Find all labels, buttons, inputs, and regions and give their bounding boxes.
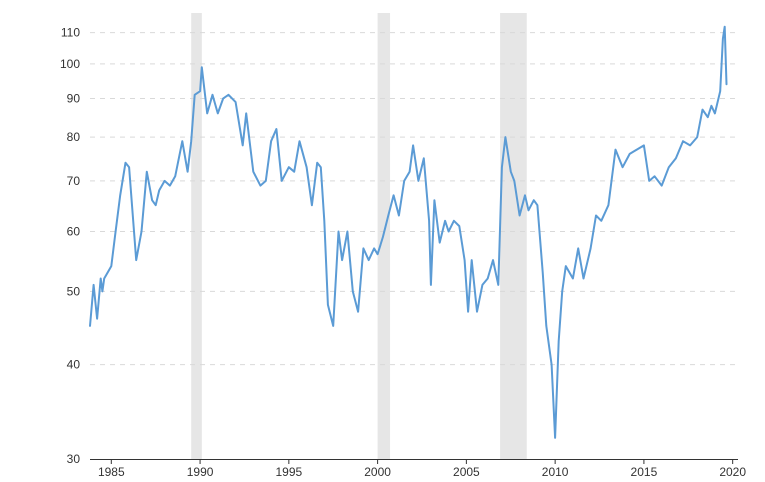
- x-tick-label: 1985: [98, 465, 125, 479]
- y-tick-label: 70: [67, 174, 81, 188]
- x-tick-label: 2005: [453, 465, 480, 479]
- y-tick-label: 50: [67, 284, 81, 298]
- horizontal-gridlines: [90, 32, 738, 366]
- x-tick-label: 2000: [364, 465, 391, 479]
- x-axis: 1985 1990 1995 2000 2005 2010 2015 2020: [90, 459, 746, 479]
- series-line-1: [89, 25, 728, 439]
- y-tick-label: 110: [61, 26, 80, 40]
- series-layer: [89, 25, 728, 439]
- x-tick-label: 2015: [631, 465, 658, 479]
- y-tick-label: 30: [67, 452, 81, 466]
- shaded-band-1: [191, 13, 202, 459]
- x-tick-label: 2020: [719, 465, 746, 479]
- y-tick-label: 100: [60, 57, 80, 71]
- y-tick-label: 40: [67, 358, 81, 372]
- x-tick-label: 1995: [275, 465, 302, 479]
- y-tick-label: 80: [67, 130, 81, 144]
- x-tick-label: 2010: [542, 465, 569, 479]
- y-axis: 30 40 50 60 70 80 90 100 110: [60, 26, 80, 466]
- y-tick-label: 90: [67, 91, 81, 105]
- shaded-band-3: [500, 13, 527, 459]
- recession-bands: [191, 13, 527, 459]
- y-tick-label: 60: [67, 225, 81, 239]
- x-tick-label: 1990: [187, 465, 214, 479]
